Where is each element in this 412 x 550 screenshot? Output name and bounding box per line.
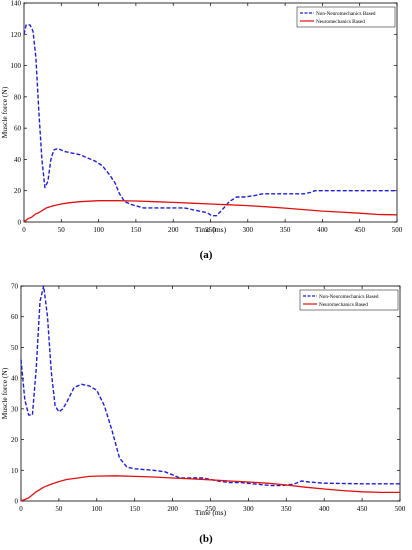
- y-tick-label: 20: [14, 187, 22, 195]
- x-tick-label: 200: [167, 505, 178, 513]
- caption-b: (b): [199, 533, 213, 545]
- chart-panel-a: 0 50 100 150 200 250 300 350 400 450 500 0 20 40 60 80 1…: [0, 0, 403, 234]
- x-tick-label: 300: [243, 505, 254, 513]
- x-tick-label: 200: [168, 226, 179, 234]
- y-tick-label: 0: [15, 498, 19, 506]
- x-tick-label: 450: [357, 505, 368, 513]
- x-tick-label: 350: [281, 505, 292, 513]
- y-tick-label: 100: [11, 62, 22, 70]
- x-axis-label: Time (ms): [195, 225, 227, 234]
- x-tick-label: 0: [19, 505, 23, 513]
- x-tick-label: 400: [319, 505, 330, 513]
- x-tick-label: 500: [395, 505, 406, 513]
- y-tick-label: 0: [18, 219, 22, 227]
- legend-label: Non-Neuromechanics Based: [319, 294, 379, 300]
- series-line-non-neuromechanics: [20, 285, 400, 487]
- x-tick-label: 350: [280, 226, 291, 234]
- y-tick-label: 10: [11, 467, 19, 475]
- x-tick-label: 100: [92, 505, 103, 513]
- y-tick-label: 50: [11, 344, 19, 352]
- y-tick-label: 20: [11, 436, 19, 444]
- y-tick-label: 140: [11, 0, 22, 8]
- series-line-neuromechanics: [20, 475, 400, 502]
- plot-frame: [20, 285, 401, 502]
- legend-label: Neuromechanics Based: [319, 302, 368, 308]
- x-tick-label: 150: [131, 226, 142, 234]
- y-axis-label: Muscle force (N): [0, 86, 9, 138]
- x-tick-label: 250: [205, 226, 216, 234]
- x-tick-label: 500: [392, 226, 403, 234]
- x-tick-label: 400: [317, 226, 328, 234]
- y-tick-label: 80: [14, 93, 22, 101]
- x-tick-label: 50: [58, 226, 66, 234]
- chart-panel-b: 0 50 100 150 200 250 300 350 400 450 500 0 10 20 30 40 5…: [0, 283, 406, 518]
- y-tick-label: 60: [11, 313, 19, 321]
- legend-label: Non-Neuromechanics Based: [316, 11, 376, 17]
- legend-box: [299, 289, 399, 311]
- y-tick-label: 70: [11, 283, 19, 291]
- y-tick-label: 30: [11, 405, 19, 413]
- x-tick-label: 300: [243, 226, 254, 234]
- y-tick-label: 60: [14, 125, 22, 133]
- legend-label: Neuromechanics Based: [316, 19, 365, 25]
- x-tick-label: 50: [55, 505, 63, 513]
- y-tick-label: 40: [11, 375, 19, 383]
- x-tick-label: 100: [93, 226, 104, 234]
- legend-box: [296, 6, 396, 28]
- x-tick-label: 0: [22, 226, 26, 234]
- x-tick-label: 150: [129, 505, 140, 513]
- x-tick-label: 250: [205, 505, 216, 513]
- x-tick-label: 450: [354, 226, 365, 234]
- series-line-non-neuromechanics: [23, 24, 397, 217]
- y-tick-label: 120: [11, 31, 22, 39]
- y-tick-label: 40: [14, 156, 22, 164]
- series-line-neuromechanics: [23, 200, 398, 223]
- plot-frame: [23, 2, 398, 223]
- y-axis-label: Muscle force (N): [0, 367, 9, 419]
- x-axis-label: Time (ms): [195, 508, 227, 517]
- caption-a: (a): [199, 249, 213, 261]
